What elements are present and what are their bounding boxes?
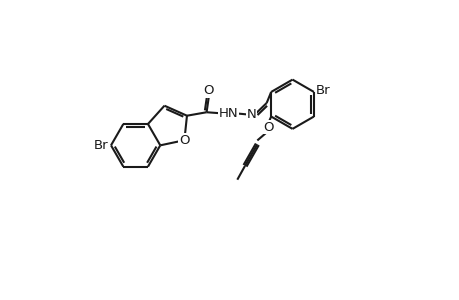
Text: O: O [179, 134, 189, 147]
Text: N: N [246, 108, 256, 121]
Text: Br: Br [94, 139, 108, 152]
Text: O: O [262, 121, 273, 134]
Text: Br: Br [315, 84, 330, 97]
Text: HN: HN [218, 107, 238, 120]
Text: O: O [203, 84, 214, 97]
